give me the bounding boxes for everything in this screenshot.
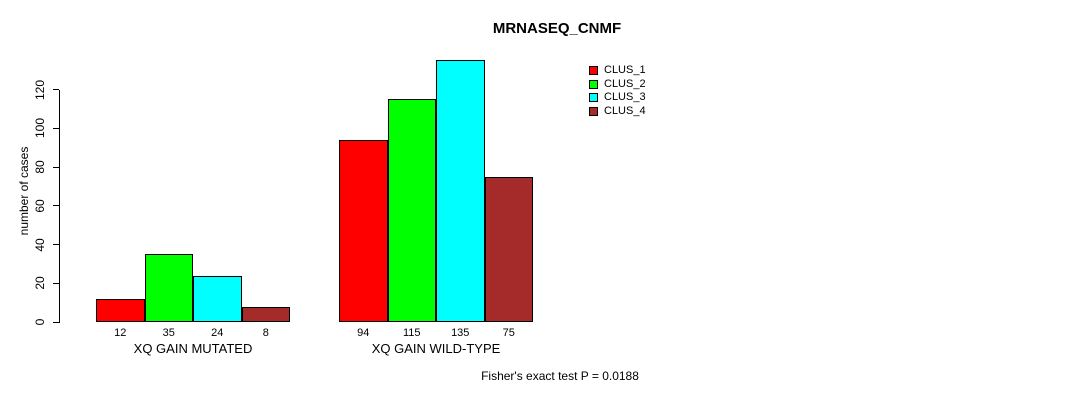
y-tick-label: 20 <box>33 276 47 290</box>
y-tick-label: 120 <box>33 79 47 100</box>
legend-label: CLUS_1 <box>604 64 646 77</box>
bar-value-label: 35 <box>162 327 175 339</box>
y-tick-label: 40 <box>33 237 47 252</box>
bar-clus_4-2 <box>484 176 533 322</box>
bar-value-label: 8 <box>262 327 269 339</box>
legend-label: CLUS_2 <box>604 77 646 90</box>
legend-row-clus_3: CLUS_3 <box>589 91 646 105</box>
chart-title: MRNASEQ_CNMF <box>492 20 622 37</box>
y-tick-label: 60 <box>33 199 47 213</box>
bar-clus_1-2 <box>339 139 388 322</box>
legend-swatch-icon <box>589 66 598 76</box>
legend-row-clus_4: CLUS_4 <box>589 105 646 119</box>
legend-swatch-icon <box>589 93 598 103</box>
y-tick-mark <box>53 205 59 207</box>
bar-value-label: 12 <box>114 327 127 339</box>
bar-clus_2-2 <box>387 99 436 322</box>
y-tick-label: 0 <box>33 318 47 326</box>
bar-value-label: 94 <box>357 327 370 339</box>
y-axis-line <box>59 89 60 323</box>
y-tick-mark <box>53 127 59 129</box>
legend-label: CLUS_3 <box>604 91 646 104</box>
bar-clus_1-1 <box>96 298 145 322</box>
bar-clus_4-1 <box>241 306 290 322</box>
y-tick-mark <box>53 282 59 284</box>
stat-annotation: Fisher's exact test P = 0.0188 <box>481 369 639 383</box>
group-label-1: XQ GAIN MUTATED <box>133 341 253 356</box>
y-tick-label: 100 <box>33 118 47 139</box>
bar-clus_3-1 <box>193 275 242 322</box>
group-label-2: XQ GAIN WILD-TYPE <box>371 341 501 356</box>
y-axis-label: number of cases <box>17 146 31 236</box>
legend-row-clus_1: CLUS_1 <box>589 64 646 78</box>
y-tick-mark <box>53 166 59 168</box>
y-tick-label: 80 <box>33 160 47 174</box>
legend-swatch-icon <box>589 106 598 116</box>
bar-value-label: 135 <box>451 327 470 339</box>
bar-value-label: 75 <box>502 327 515 339</box>
bar-value-label: 24 <box>211 327 224 339</box>
bar-clus_3-2 <box>436 60 485 322</box>
legend-swatch-icon <box>589 79 598 89</box>
legend: CLUS_1 CLUS_2 CLUS_3 CLUS_4 <box>589 64 646 118</box>
bar-clus_2-1 <box>144 254 193 322</box>
y-tick-mark <box>53 89 59 90</box>
bar-value-label: 115 <box>402 327 421 339</box>
y-tick-mark <box>53 321 59 323</box>
y-tick-mark <box>53 244 59 245</box>
legend-row-clus_2: CLUS_2 <box>589 78 646 92</box>
legend-label: CLUS_4 <box>604 104 646 117</box>
